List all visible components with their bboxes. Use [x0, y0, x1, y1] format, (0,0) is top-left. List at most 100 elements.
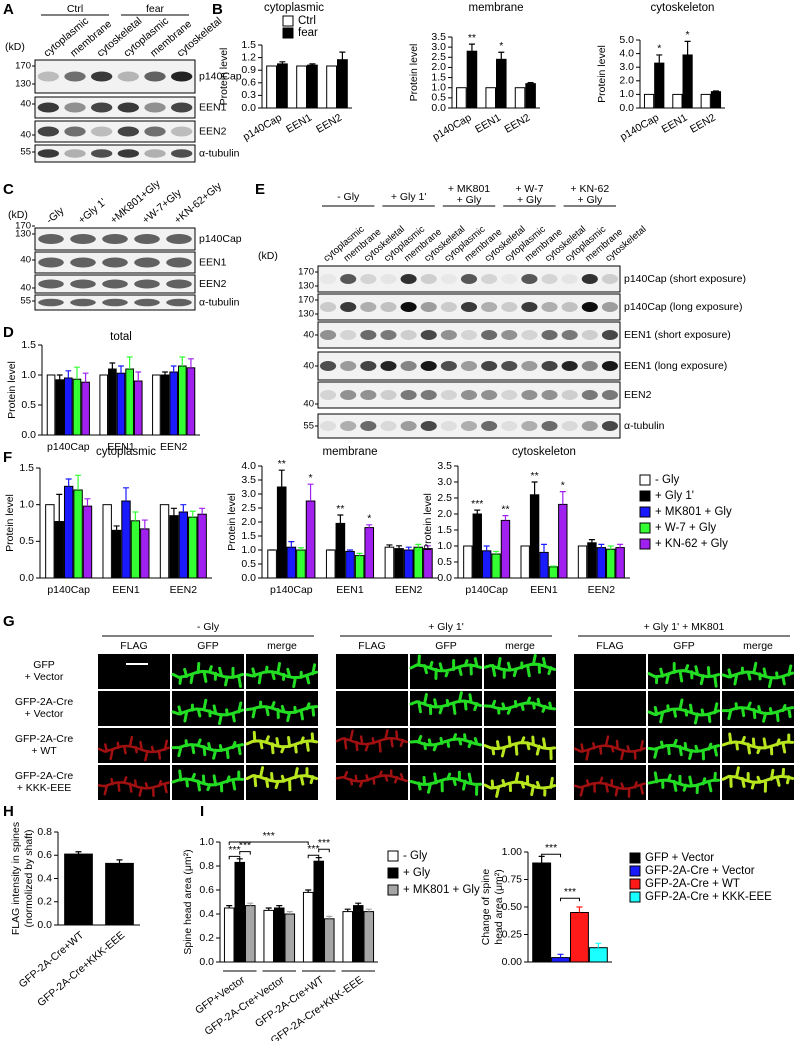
- x-tick-label: EEN2: [314, 112, 344, 136]
- micrograph: [98, 765, 170, 800]
- micrograph: [98, 654, 170, 689]
- y-tick-label: 0.8: [199, 860, 214, 872]
- significance: ***: [318, 837, 330, 849]
- band: [581, 361, 598, 371]
- y-tick-label: 0.4: [37, 872, 52, 884]
- image-group-label: + Gly 1': [428, 621, 464, 633]
- band: [380, 330, 397, 340]
- micrograph: [410, 728, 482, 763]
- marker-label: 40: [20, 255, 31, 266]
- band: [102, 257, 128, 268]
- y-tick-label: 1.5: [431, 71, 446, 83]
- band: [460, 390, 478, 400]
- error-bar: [598, 543, 605, 548]
- error-bar: [557, 953, 564, 958]
- band: [561, 302, 578, 312]
- significance: **: [468, 32, 476, 44]
- bar: [159, 504, 170, 579]
- band: [601, 390, 618, 400]
- image-column-label: merge: [505, 640, 535, 652]
- bar: [188, 516, 198, 579]
- y-axis-label: Protein level: [596, 45, 608, 103]
- bar: [108, 368, 117, 436]
- bar: [558, 503, 568, 579]
- image-row-label: GFP-2A-Cre: [15, 696, 74, 708]
- bar: [177, 365, 187, 436]
- legend-label: + Gly: [403, 867, 430, 879]
- significance-bracket: [541, 853, 562, 858]
- bar: [152, 374, 161, 436]
- band: [561, 361, 578, 371]
- dendrite: [721, 701, 794, 723]
- blot-unit: (kD): [5, 41, 25, 53]
- dendrite: [647, 662, 721, 688]
- bar: [63, 485, 74, 579]
- bar: [46, 374, 56, 436]
- band: [581, 390, 598, 400]
- error-bar: [337, 514, 344, 524]
- y-tick-label: 0.5: [19, 535, 34, 547]
- dendrite: [97, 776, 170, 798]
- bar: [234, 861, 246, 963]
- band: [171, 126, 193, 137]
- marker-label: 40: [20, 99, 31, 110]
- error-bar: [188, 358, 194, 368]
- error-bar: [339, 51, 346, 60]
- dendrite: [409, 733, 483, 752]
- band: [320, 330, 337, 340]
- x-tick-label: EEN2: [160, 441, 188, 453]
- error-bar: [199, 507, 206, 515]
- band: [360, 330, 377, 340]
- y-tick-label: 2.0: [437, 508, 452, 520]
- band: [521, 330, 538, 340]
- band: [561, 330, 578, 340]
- error-bar: [307, 483, 314, 501]
- y-tick-label: 1.0: [241, 544, 256, 556]
- band: [340, 390, 357, 400]
- band: [70, 279, 96, 289]
- dendrite: [245, 700, 319, 723]
- band: [581, 330, 598, 340]
- bar: [99, 374, 109, 436]
- chart-title: cytoplasmic: [264, 2, 324, 14]
- band: [501, 421, 518, 431]
- y-tick-label: 1.0: [437, 540, 452, 552]
- error-bar: [179, 356, 186, 366]
- blot-strip: [317, 381, 621, 409]
- x-tick-label: EEN1: [107, 441, 135, 453]
- error-bar: [75, 851, 82, 855]
- bar: [121, 500, 131, 579]
- y-tick-label: 1.0: [619, 88, 634, 100]
- marker-label: 40: [303, 361, 314, 372]
- band: [38, 298, 64, 307]
- band: [460, 302, 478, 312]
- x-tick-label: p140Cap: [465, 584, 508, 596]
- legend-swatch: [282, 27, 294, 39]
- y-tick-label: 1.5: [241, 530, 256, 542]
- dendrite: [409, 770, 483, 796]
- micrograph: [336, 654, 408, 689]
- image-row-label: GFP-2A-Cre: [15, 770, 74, 782]
- band: [561, 274, 578, 284]
- band: [440, 390, 457, 400]
- y-axis-label: Protein level: [6, 361, 18, 419]
- band: [134, 279, 160, 289]
- bar: [284, 913, 296, 963]
- bar: [514, 87, 526, 109]
- band: [64, 126, 86, 137]
- band: [460, 274, 478, 284]
- significance-bracket: [228, 841, 309, 845]
- significance: ***: [239, 839, 251, 851]
- error-bar: [607, 545, 614, 550]
- legend-label: Ctrl: [298, 15, 316, 27]
- band: [481, 330, 498, 340]
- bar: [615, 547, 625, 579]
- y-tick-label: 0.6: [199, 884, 214, 896]
- y-tick-label: 1.0: [19, 498, 34, 510]
- bar: [305, 500, 316, 579]
- error-bar: [424, 545, 431, 549]
- image-column-label: FLAG: [120, 640, 147, 652]
- y-tick-label: 0.0: [437, 572, 452, 584]
- error-bar: [180, 504, 187, 512]
- band: [460, 361, 478, 371]
